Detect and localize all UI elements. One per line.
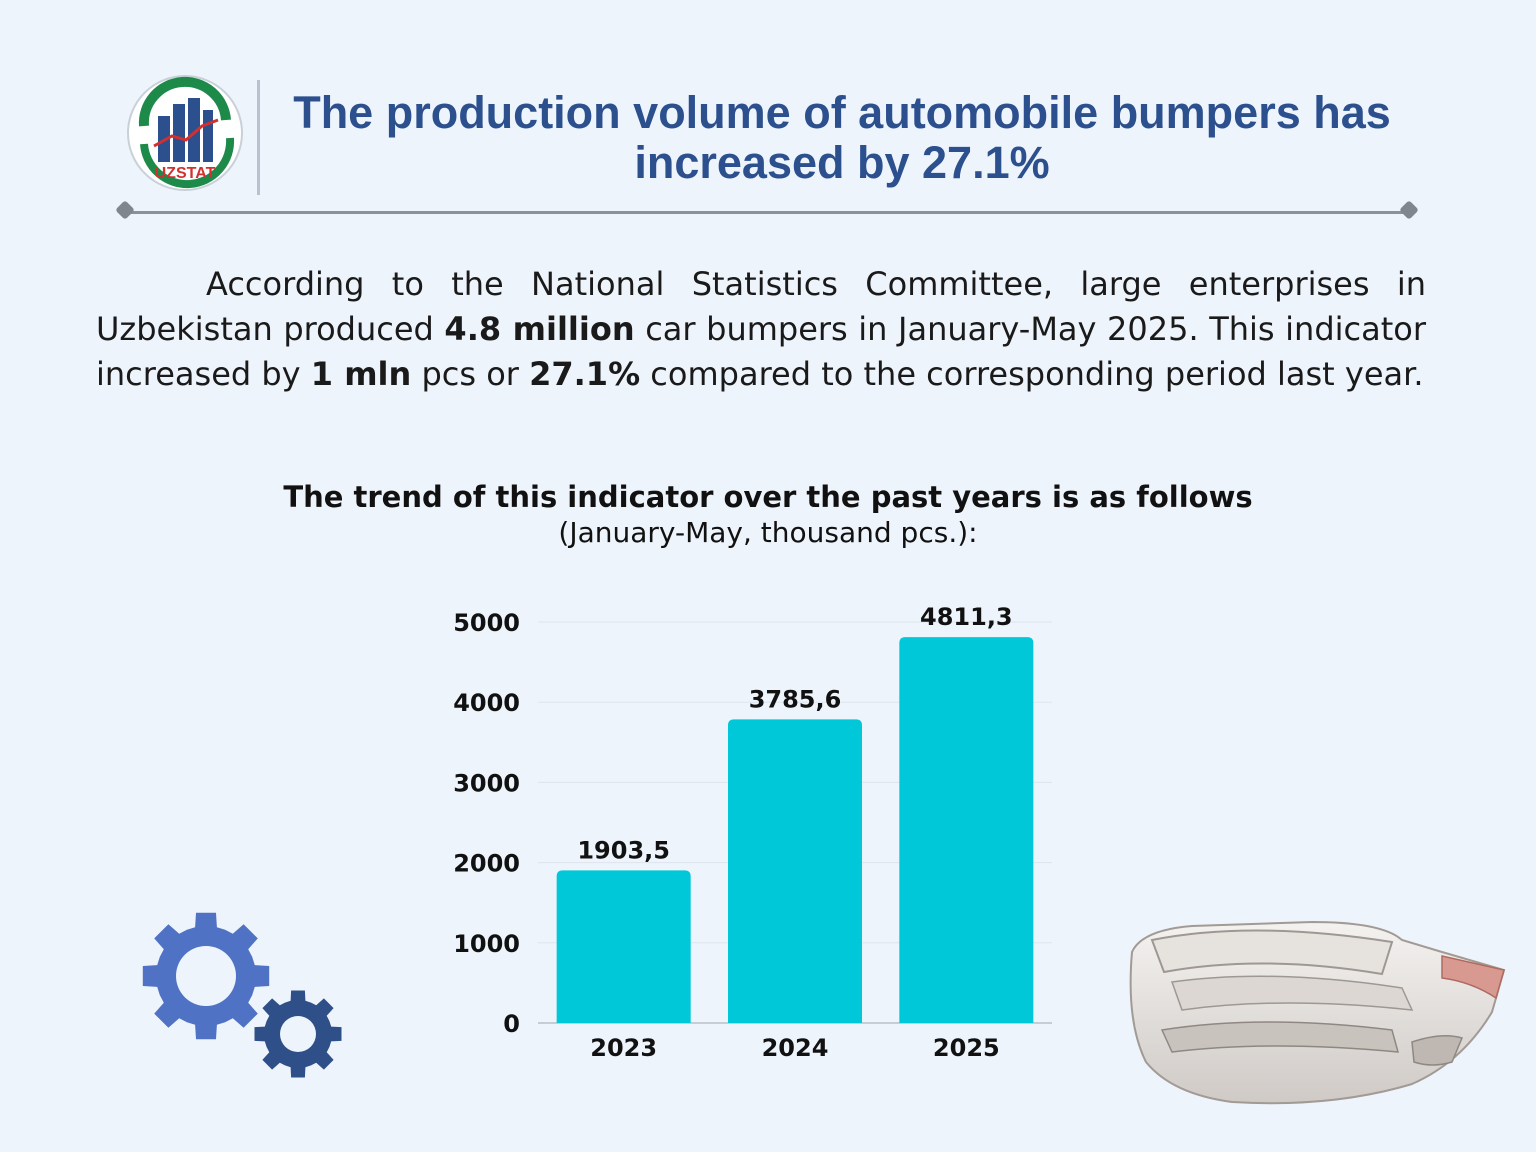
- data-label-2023: 1903,5: [577, 836, 670, 864]
- bar-2025: [899, 637, 1034, 1023]
- y-tick-label: 1000: [453, 930, 520, 958]
- bar-2023: [556, 870, 691, 1023]
- car-bumper-icon: [1112, 912, 1516, 1112]
- para-text-1: According to the National Statistics Com…: [96, 265, 1426, 348]
- y-tick-label: 4000: [453, 689, 520, 717]
- chart-subtitle: (January-May, thousand pcs.):: [558, 516, 978, 549]
- header-rule: [122, 211, 1414, 214]
- para-text-2: car bumpers in January-May 2025. This in…: [96, 310, 1427, 393]
- x-tick-label-2025: 2025: [933, 1034, 1000, 1062]
- uzstat-logo-icon: UZSTAT: [126, 74, 244, 192]
- x-tick-label-2024: 2024: [762, 1034, 829, 1062]
- logo-text: UZSTAT: [155, 165, 216, 182]
- para-bold-1: 4.8 million: [444, 310, 635, 348]
- page-title: The production volume of automobile bump…: [268, 88, 1416, 188]
- bar-2024: [728, 719, 862, 1023]
- title-line-1: The production volume of automobile bump…: [293, 87, 1391, 138]
- para-text-3: pcs or: [411, 355, 530, 393]
- y-tick-label: 5000: [453, 609, 520, 637]
- title-line-2: increased by 27.1%: [634, 137, 1050, 188]
- gears-icon: [138, 912, 348, 1082]
- title-divider: [257, 80, 260, 195]
- data-label-2024: 3785,6: [749, 685, 842, 713]
- x-tick-label-2023: 2023: [590, 1034, 657, 1062]
- chart-title: The trend of this indicator over the pas…: [283, 480, 1253, 514]
- para-text-4: compared to the corresponding period las…: [640, 355, 1424, 393]
- data-label-2025: 4811,3: [920, 603, 1013, 631]
- y-tick-label: 2000: [453, 850, 520, 878]
- para-bold-2: 1 mln: [310, 355, 412, 393]
- y-tick-label: 0: [503, 1010, 520, 1038]
- y-tick-label: 3000: [453, 769, 520, 797]
- gear-small-icon-hole: [280, 1016, 316, 1052]
- summary-paragraph: According to the National Statistics Com…: [96, 262, 1426, 397]
- gear-large-icon-hole: [176, 946, 236, 1006]
- para-bold-3: 27.1%: [529, 355, 641, 393]
